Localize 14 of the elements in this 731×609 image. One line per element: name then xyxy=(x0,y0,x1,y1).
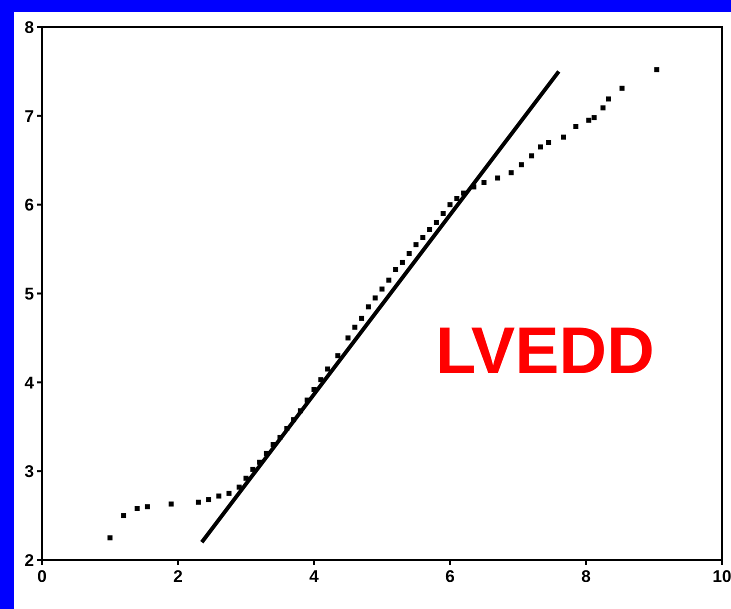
y-tick-label: 3 xyxy=(24,462,34,482)
y-tick-label: 7 xyxy=(24,106,34,126)
y-tick-label: 2 xyxy=(24,550,34,570)
annotation: LVEDD xyxy=(436,313,654,387)
x-tick-label: 0 xyxy=(37,567,47,586)
y-tick-label: 5 xyxy=(24,284,34,304)
x-tick-label: 4 xyxy=(309,567,320,586)
y-tick-label: 6 xyxy=(24,196,34,215)
y-tick-label: 4 xyxy=(24,373,35,392)
x-tick-label: 10 xyxy=(712,567,731,586)
x-tick-label: 8 xyxy=(581,567,591,586)
x-tick-label: 2 xyxy=(173,567,183,586)
x-tick-label: 6 xyxy=(445,567,455,586)
y-tick-label: 8 xyxy=(24,18,34,37)
